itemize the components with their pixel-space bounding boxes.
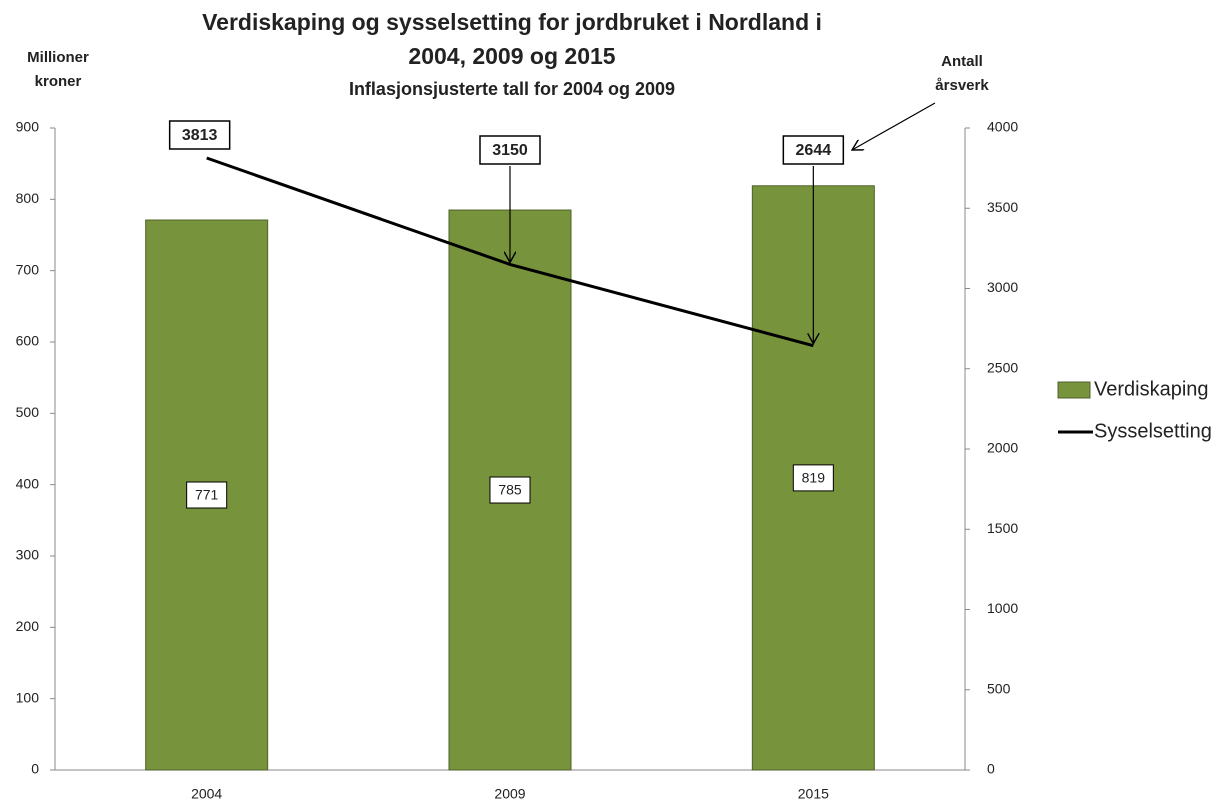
y-tick-label: 200: [16, 618, 40, 634]
y-tick-label: 600: [16, 333, 40, 349]
y-tick-label: 700: [16, 261, 40, 277]
x-tick-label: 2015: [798, 786, 829, 801]
x-tick-label: 2004: [191, 786, 222, 801]
legend-swatch: [1057, 381, 1091, 399]
x-tick-label: 2009: [494, 786, 525, 801]
y-tick-label: 800: [16, 190, 40, 206]
y-tick-label: 400: [16, 475, 40, 491]
y2-tick-label: 2000: [987, 440, 1018, 456]
y2-tick-label: 3500: [987, 199, 1018, 215]
y2-tick-label: 500: [987, 680, 1011, 696]
y2-tick-label: 1500: [987, 520, 1018, 536]
bar-value-label-box: [792, 464, 834, 492]
bar-value-label-box: [489, 476, 531, 504]
y-tick-label: 300: [16, 547, 40, 563]
annotation-arrow: [852, 102, 936, 150]
chart-subtitle: Inflasjonsjusterte tall for 2004 og 2009: [349, 79, 675, 99]
chart-title: 2004, 2009 og 2015: [408, 43, 615, 69]
y2-tick-label: 2500: [987, 359, 1018, 375]
bar-value-label: 771: [195, 487, 219, 503]
line-value-label-box: [168, 120, 231, 150]
y-axis-label: kroner: [35, 73, 82, 90]
y2-axis-label: Antall: [941, 53, 983, 70]
chart-title: Verdiskaping og sysselsetting for jordbr…: [202, 9, 822, 35]
y2-tick-label: 3000: [987, 279, 1018, 295]
y-tick-label: 900: [16, 119, 40, 135]
line-value-label: 3813: [182, 127, 218, 144]
bar-value-label: 785: [498, 482, 522, 498]
y-tick-label: 0: [31, 761, 39, 777]
line-value-label: 2644: [796, 142, 832, 159]
y-tick-label: 500: [16, 404, 40, 420]
y2-tick-label: 4000: [987, 119, 1018, 135]
bar-value-label-box: [186, 481, 228, 509]
y-tick-label: 100: [16, 689, 40, 705]
y2-tick-label: 0: [987, 761, 995, 777]
legend-label: Verdiskaping: [1094, 378, 1209, 400]
y2-tick-label: 1000: [987, 600, 1018, 616]
legend-label: Sysselsetting: [1094, 420, 1212, 442]
bar-value-label: 819: [802, 470, 826, 486]
y-axis-label: Millioner: [27, 49, 89, 66]
line-value-label: 3150: [492, 142, 528, 159]
line: [206, 156, 814, 348]
line-value-label-box: [782, 135, 845, 165]
y2-axis-label: årsverk: [935, 77, 989, 94]
line-value-label-box: [479, 135, 541, 165]
